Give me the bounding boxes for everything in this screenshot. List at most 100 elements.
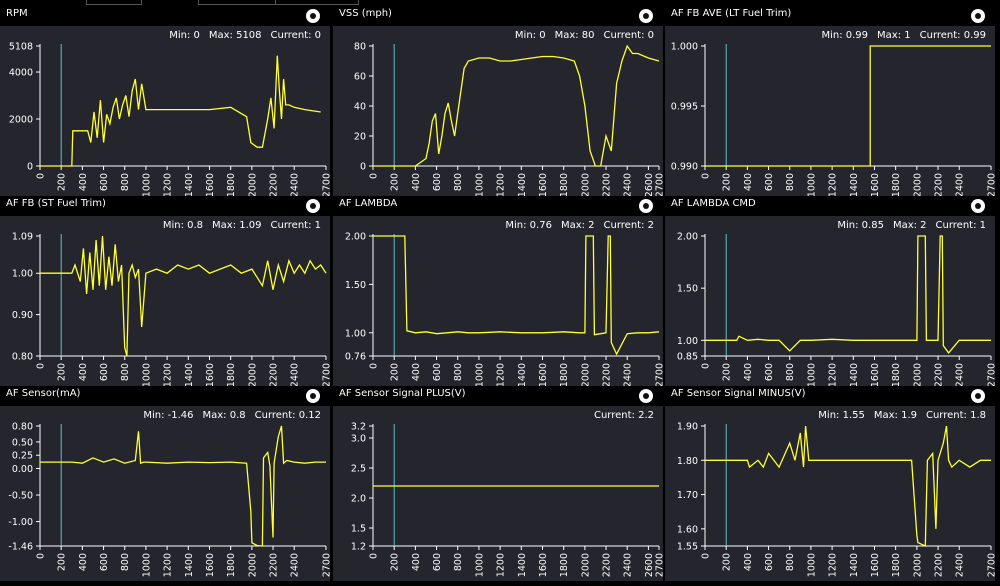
x-tick-label: 2700 <box>655 363 666 387</box>
x-tick-label: 200 <box>57 553 68 571</box>
plot-background <box>665 406 995 581</box>
y-tick-label: 2.00 <box>677 232 698 243</box>
x-tick-label: 0 <box>701 363 712 369</box>
x-tick-label: 2000 <box>912 363 923 387</box>
stats-readout: Min: 0 Max: 80 Current: 0 <box>515 30 663 41</box>
toolbar-button-1[interactable] <box>86 0 142 5</box>
x-tick-label: 1600 <box>205 173 216 197</box>
y-tick-label: 1.90 <box>677 422 698 433</box>
y-tick-label: 1.50 <box>345 280 366 291</box>
x-tick-label: 1600 <box>205 553 216 577</box>
radio-button-icon[interactable] <box>639 389 653 403</box>
radio-button-icon[interactable] <box>971 389 985 403</box>
x-tick-label: 600 <box>432 173 443 191</box>
x-tick-label: 2400 <box>623 173 634 197</box>
line-chart: 0.85 1.00 1.50 2.00 0 200 400 600 800 1000 1200 140… <box>677 232 998 388</box>
y-tick-label: 0.80 <box>12 422 33 433</box>
stat-min: Min: 0.99 <box>821 30 869 41</box>
x-tick-label: 600 <box>432 553 443 571</box>
x-tick-label: 400 <box>743 553 754 571</box>
x-tick-label: 2700 <box>987 363 998 387</box>
series-line <box>373 44 660 167</box>
panel-title: VSS (mph) <box>339 8 392 19</box>
x-tick-label: 400 <box>411 553 422 571</box>
x-tick-label: 1000 <box>141 553 152 577</box>
x-tick-label: 1000 <box>141 173 152 197</box>
radio-button-icon[interactable] <box>306 389 320 403</box>
x-tick-label: 2200 <box>934 363 945 387</box>
y-tick-label: 0.990 <box>671 162 698 173</box>
x-tick-label: 1400 <box>517 363 528 387</box>
y-tick-label: 3.2 <box>351 422 366 433</box>
radio-button-icon[interactable] <box>639 9 653 23</box>
radio-button-icon[interactable] <box>639 199 653 213</box>
x-tick-label: 2200 <box>269 553 280 577</box>
stat-max: Max: 5108 <box>208 30 262 41</box>
stat-current: Current: 2.2 <box>593 410 654 421</box>
y-tick-label: 0.76 <box>345 352 366 363</box>
stat-min: Min: 0 <box>169 30 200 41</box>
x-tick-label: 2400 <box>955 173 966 197</box>
y-tick-label: 0.90 <box>12 310 33 321</box>
stat-max: Max: 1.09 <box>212 220 262 231</box>
x-tick-label: 0 <box>369 363 380 369</box>
x-tick-label: 800 <box>785 363 796 381</box>
series-line <box>705 425 991 548</box>
radio-button-icon[interactable] <box>306 199 320 213</box>
y-tick-label: 0.50 <box>12 437 33 448</box>
x-tick-label: 1400 <box>184 553 195 577</box>
x-tick-label: 800 <box>453 553 464 571</box>
y-tick-label: 4000 <box>9 68 33 79</box>
y-tick-label: 1.55 <box>677 542 698 553</box>
x-tick-label: 800 <box>785 173 796 191</box>
x-tick-label: 1800 <box>559 363 570 387</box>
x-tick-label: 200 <box>390 553 401 571</box>
x-tick-label: 2400 <box>290 363 301 387</box>
stat-current: Current: 1.8 <box>925 410 986 421</box>
line-chart: 0 2000 4000 5108 0 200 400 600 800 1000 1200 1400 16… <box>9 42 333 198</box>
x-tick-label: 200 <box>390 363 401 381</box>
x-tick-label: 1600 <box>538 363 549 387</box>
x-tick-label: 1000 <box>141 363 152 387</box>
x-tick-label: 1200 <box>828 173 839 197</box>
toolbar-button-2[interactable] <box>198 0 276 5</box>
x-tick-label: 600 <box>764 363 775 381</box>
line-chart: 0.76 1.00 1.50 2.00 0 200 400 600 800 1000 1200 140… <box>345 232 666 388</box>
radio-button-icon[interactable] <box>971 9 985 23</box>
y-tick-label: 1.60 <box>677 524 698 535</box>
x-tick-label: 1000 <box>806 363 817 387</box>
x-tick-label: 2400 <box>290 553 301 577</box>
stat-max: Max: 0.8 <box>202 410 246 421</box>
x-tick-label: 800 <box>120 173 131 191</box>
radio-button-icon[interactable] <box>971 199 985 213</box>
x-tick-label: 400 <box>411 173 422 191</box>
x-tick-label: 2000 <box>247 363 258 387</box>
x-tick-label: 1400 <box>517 553 528 577</box>
x-tick-label: 2200 <box>934 553 945 577</box>
x-tick-label: 2000 <box>580 173 591 197</box>
x-tick-label: 1200 <box>828 363 839 387</box>
x-tick-label: 1200 <box>496 363 507 387</box>
x-tick-label: 200 <box>390 173 401 191</box>
y-tick-label: 0 <box>27 162 33 173</box>
stat-current: Current: 0 <box>603 30 654 41</box>
line-chart: 1.2 1.5 2.0 2.5 3.03.2 0 200 400 600 800 1000 1200 1… <box>351 422 666 578</box>
x-tick-label: 1400 <box>184 363 195 387</box>
stat-current: Current: 0.99 <box>919 30 986 41</box>
series-line <box>705 235 991 354</box>
y-tick-label: 3.0 <box>351 434 366 445</box>
y-tick-label: 0 <box>360 162 366 173</box>
stat-max: Max: 1.9 <box>873 410 917 421</box>
y-tick-label: 0.85 <box>677 352 698 363</box>
toolbar-button-3[interactable] <box>275 0 359 5</box>
x-tick-label: 2700 <box>322 553 333 577</box>
x-tick-label: 1000 <box>474 553 485 577</box>
x-tick-label: 2200 <box>602 553 613 577</box>
y-tick-label: 1.00 <box>677 336 698 347</box>
stat-min: Min: 0.76 <box>505 220 552 231</box>
y-tick-label: 20 <box>354 132 366 143</box>
y-tick-label: 1.70 <box>677 490 698 501</box>
radio-button-icon[interactable] <box>306 9 320 23</box>
chart-panel: AF Sensor Signal MINUS(V) Min: 1.55 Max: 1… <box>665 386 998 581</box>
